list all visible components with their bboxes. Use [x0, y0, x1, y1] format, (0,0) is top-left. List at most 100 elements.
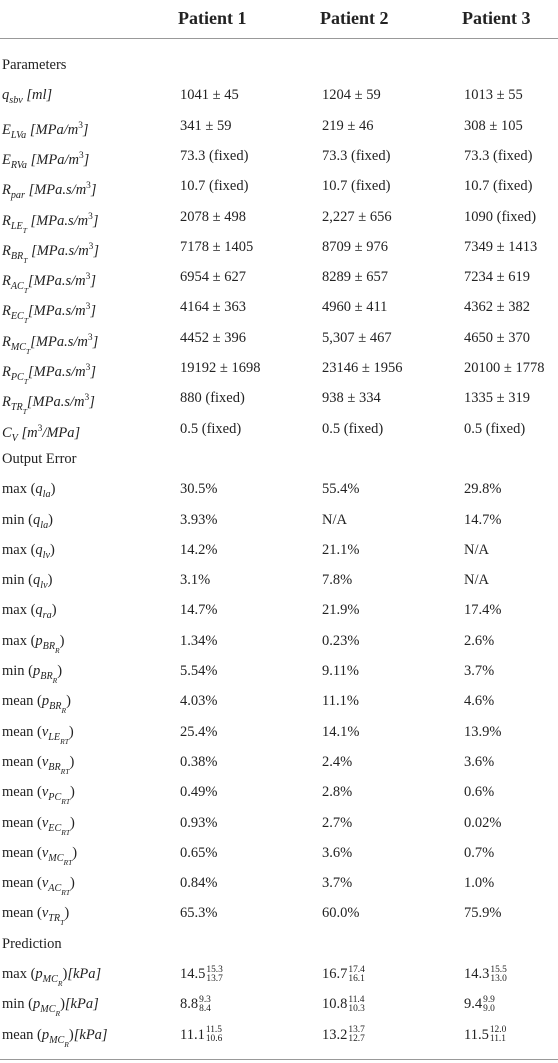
row-label: mean (νTRT) — [2, 903, 69, 933]
label-part: ) — [50, 481, 56, 498]
label-part: mean ( — [2, 723, 42, 740]
cell: 3.7% — [464, 663, 495, 679]
label-part: [MPa.s/m — [28, 364, 86, 380]
label-part: [MPa.s/m — [30, 333, 88, 350]
interval-upper: 13.7 — [348, 1025, 365, 1036]
row-label: min (qlv) — [2, 570, 52, 596]
label-part: R — [2, 182, 11, 199]
row-label: mean (pBRR) — [2, 691, 71, 721]
cell: 13.2 13.7 12.7 — [322, 1025, 365, 1045]
row-label: max (qla) — [2, 479, 55, 505]
interval-lower: 8.4 — [199, 1003, 211, 1014]
cell: 308 ± 105 — [464, 117, 523, 134]
label-part: sbv — [9, 95, 23, 107]
cell: 16.7 17.4 16.1 — [322, 964, 365, 984]
label-part: ν — [41, 875, 49, 892]
cell: 3.1% — [180, 572, 211, 589]
label-part: la — [40, 519, 49, 531]
cell: 55.4% — [322, 481, 360, 498]
label-part: V — [11, 432, 18, 444]
label-part: 3 — [85, 302, 91, 313]
row-label: mean (νLERT) — [2, 722, 74, 752]
row-label: RPCT[MPa.s/m3] — [2, 358, 96, 392]
cell: 30.5% — [180, 481, 218, 498]
cell: 0.38% — [180, 753, 218, 770]
interval-upper: 11.4 — [348, 994, 365, 1005]
row-label: Rpar [MPa.s/m3] — [2, 176, 97, 206]
cell: 4650 ± 370 — [464, 329, 530, 346]
section-title: Parameters — [2, 57, 67, 73]
row-label: RBRT [MPa.s/m3] — [2, 237, 99, 271]
cell: 10.7 (fixed) — [464, 178, 533, 195]
label-part: p — [33, 996, 41, 1013]
label-part: ν — [41, 784, 49, 801]
row-label: ERVa [MPa/m3] — [2, 146, 89, 176]
interval: 15.5 13.0 — [490, 965, 507, 984]
cell: 0.02% — [464, 814, 502, 831]
interval-lower: 16.1 — [348, 973, 365, 984]
interval-upper: 15.3 — [206, 964, 223, 975]
label-part: T — [23, 316, 29, 326]
label-part: R — [2, 303, 11, 320]
row-label: min (pBRR) — [2, 661, 62, 691]
label-part: max ( — [2, 966, 36, 982]
label-part: [MPa.s/m — [26, 212, 89, 229]
interval: 11.4 10.3 — [348, 994, 365, 1014]
cell-value: 13.2 — [322, 1026, 348, 1043]
label-part: mean ( — [2, 905, 42, 922]
cell: 73.3 (fixed) — [322, 147, 391, 164]
label-part: ) — [60, 996, 65, 1013]
interval: 9.9 9.0 — [483, 994, 495, 1014]
interval-lower: 10.6 — [205, 1034, 223, 1045]
cell: 7.8% — [322, 572, 353, 589]
label-part: R — [55, 645, 60, 655]
cell: 21.9% — [322, 602, 360, 619]
interval-lower: 9.0 — [483, 1003, 495, 1014]
cell: 0.23% — [322, 632, 360, 649]
cell: 2.6% — [464, 632, 495, 649]
label-part: C — [2, 424, 12, 441]
label-part: [ml] — [22, 87, 53, 104]
label-part: ) — [70, 784, 75, 801]
cell-value: 14.5 — [180, 966, 206, 982]
label-part: [kPa] — [67, 966, 102, 982]
label-part: 3 — [88, 211, 93, 222]
interval-upper: 9.9 — [483, 994, 495, 1005]
interval-lower: 13.0 — [490, 973, 507, 984]
cell: 0.7% — [464, 844, 495, 861]
label-part: la — [42, 489, 51, 501]
label-part: TR — [10, 402, 23, 414]
column-header: Patient 3 — [462, 8, 531, 28]
label-part: T — [60, 918, 65, 928]
cell: 14.5 15.3 13.7 — [180, 964, 223, 984]
cell: 2.8% — [322, 784, 353, 801]
label-part: RT — [61, 797, 71, 807]
label-part: ] — [92, 333, 99, 350]
interval-lower: 11.1 — [489, 1034, 506, 1045]
cell: 8709 ± 976 — [322, 238, 388, 255]
cell: 0.5 (fixed) — [322, 420, 384, 437]
label-part: max ( — [2, 632, 36, 649]
label-part: [MPa.s/m — [27, 242, 89, 259]
cell: 0.6% — [464, 784, 495, 801]
label-part: 3 — [78, 150, 84, 161]
label-part: 3 — [86, 181, 91, 192]
cell: 11.1 11.5 10.6 — [180, 1025, 222, 1045]
label-part: min ( — [2, 663, 34, 679]
label-part: TR — [48, 913, 61, 925]
cell: 9.11% — [322, 663, 359, 679]
label-part: ] — [90, 182, 97, 199]
label-part: max ( — [2, 541, 36, 558]
cell: 14.2% — [180, 541, 218, 558]
label-part: [kPa] — [64, 996, 99, 1013]
cell: 11.5 12.0 11.1 — [464, 1025, 506, 1045]
label-part: ) — [69, 753, 75, 770]
label-part: PC — [48, 792, 62, 804]
label-part: q — [35, 481, 43, 498]
cell: 0.5 (fixed) — [180, 420, 242, 437]
cell: 10.8 11.4 10.3 — [322, 994, 365, 1014]
cell-value: 11.1 — [180, 1026, 205, 1043]
interval: 15.3 13.7 — [206, 964, 223, 984]
cell: 1.34% — [180, 632, 218, 649]
